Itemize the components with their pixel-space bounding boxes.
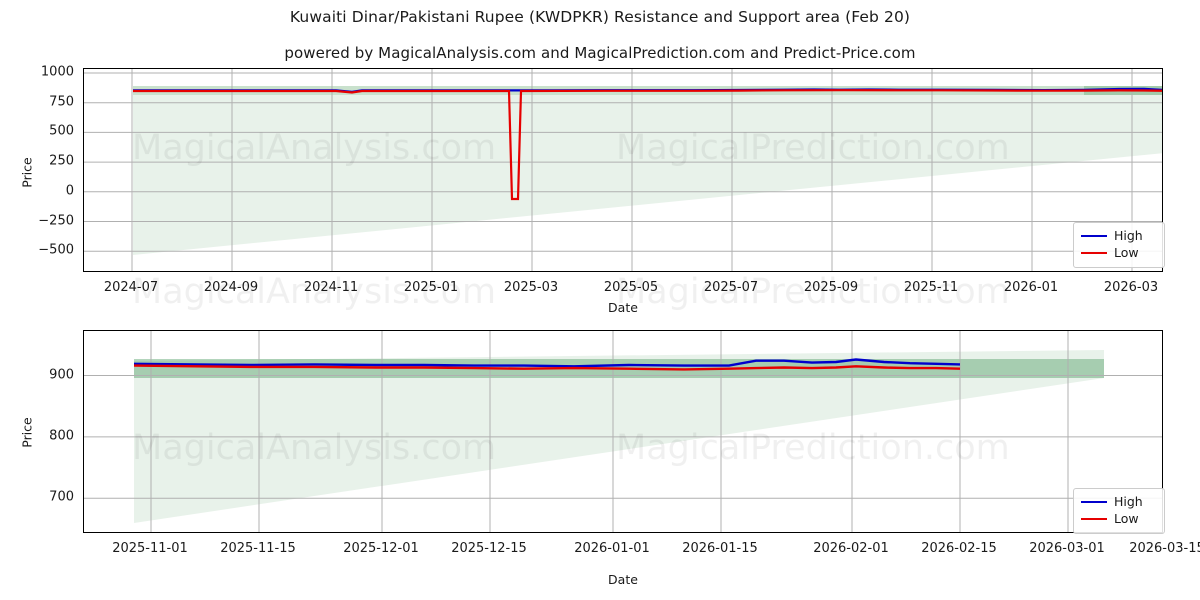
overview-legend-row-low[interactable]: Low [1081, 244, 1157, 261]
zoom-xtick-7: 2026-02-15 [921, 541, 997, 556]
zoom-legend-row-low[interactable]: Low [1081, 510, 1157, 527]
zoom-xtick-9: 2026-03-15 [1129, 541, 1200, 556]
zoom-plot-area [83, 330, 1163, 533]
zoom-xtick-6: 2026-02-01 [813, 541, 889, 556]
overview-gridlines-horizontal [84, 72, 1162, 252]
overview-legend[interactable]: High Low [1073, 222, 1165, 268]
overview-legend-label-high: High [1114, 228, 1143, 243]
zoom-ytick-0: 900 [49, 367, 74, 382]
zoom-series-low [133, 364, 961, 371]
overview-xtick-9: 2026-01 [1003, 280, 1059, 295]
zoom-xtick-4: 2026-01-01 [574, 541, 650, 556]
overview-xtick-3: 2025-01 [403, 280, 459, 295]
zoom-legend-swatch-high [1081, 500, 1107, 503]
zoom-series-high [133, 358, 961, 368]
overview-legend-row-high[interactable]: High [1081, 227, 1157, 244]
overview-xtick-2: 2024-11 [303, 280, 359, 295]
page-title: Kuwaiti Dinar/Pakistani Rupee (KWDPKR) R… [289, 8, 911, 26]
overview-xtick-1: 2024-09 [203, 280, 259, 295]
zoom-xtick-2: 2025-12-01 [343, 541, 419, 556]
zoom-legend-label-low: Low [1114, 511, 1139, 526]
overview-xtick-4: 2025-03 [503, 280, 559, 295]
overview-ytick-3: 250 [49, 153, 74, 169]
zoom-legend-swatch-low [1081, 517, 1107, 520]
zoom-ytick-1: 800 [49, 428, 74, 444]
zoom-xtick-5: 2026-01-15 [682, 541, 758, 556]
overview-legend-label-low: Low [1114, 245, 1139, 260]
overview-ytick-6: −500 [38, 242, 74, 258]
overview-xtick-0: 2024-07 [103, 280, 159, 295]
overview-ytick-2: 500 [49, 123, 74, 139]
overview-ytick-1: 750 [49, 94, 74, 110]
overview-plot-svg [84, 69, 1162, 271]
overview-plot-area [83, 68, 1163, 272]
overview-xtick-7: 2025-09 [803, 280, 859, 295]
overview-x-axis-label: Date [608, 300, 638, 315]
overview-series-low [133, 89, 1162, 201]
zoom-xtick-3: 2025-12-15 [451, 541, 527, 556]
zoom-legend-row-high[interactable]: High [1081, 493, 1157, 510]
overview-xtick-5: 2025-05 [603, 280, 659, 295]
overview-ytick-5: −250 [38, 213, 74, 228]
overview-ytick-0: 1000 [40, 64, 74, 80]
overview-xtick-10: 2026-03 [1103, 280, 1159, 295]
zoom-legend-label-high: High [1114, 494, 1143, 509]
zoom-legend[interactable]: High Low [1073, 488, 1165, 534]
zoom-ytick-2: 700 [49, 489, 74, 505]
overview-chart-panel: Price [20, 64, 1165, 315]
overview-legend-swatch-high [1081, 234, 1107, 237]
zoom-xtick-0: 2025-11-01 [112, 541, 188, 556]
zoom-gridlines-horizontal [84, 375, 1162, 499]
overview-xtick-6: 2025-07 [703, 280, 759, 295]
zoom-chart-panel: Price [0, 320, 1200, 600]
overview-xtick-8: 2025-11 [903, 280, 959, 295]
zoom-x-axis-label: Date [608, 572, 638, 587]
overview-ytick-4: 0 [65, 183, 74, 199]
zoom-plot-svg [84, 331, 1162, 532]
zoom-xtick-1: 2025-11-15 [220, 541, 296, 556]
overview-legend-swatch-low [1081, 251, 1107, 254]
overview-projection-wedge [133, 86, 1162, 255]
zoom-xtick-8: 2026-03-01 [1029, 541, 1105, 556]
page-subtitle: powered by MagicalAnalysis.com and Magic… [284, 44, 916, 62]
